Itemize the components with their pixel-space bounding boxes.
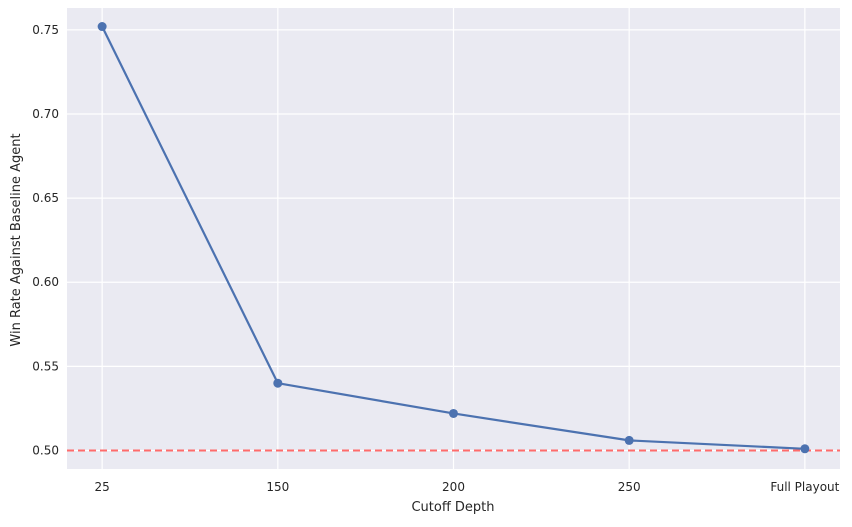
y-tick-label: 0.70 (32, 107, 59, 121)
y-tick-label: 0.55 (32, 359, 59, 373)
data-point (800, 444, 810, 454)
data-point (97, 22, 107, 32)
x-tick-label: 25 (94, 480, 109, 494)
data-point (449, 408, 458, 418)
x-tick-labels: 25 150 200 250 Full Playout (94, 480, 839, 494)
x-tick-label: 200 (442, 480, 465, 494)
x-tick-label: Full Playout (770, 480, 839, 494)
y-tick-label: 0.60 (32, 275, 59, 289)
y-tick-labels: 0.50 0.55 0.60 0.65 0.70 0.75 (32, 23, 59, 458)
y-tick-label: 0.75 (32, 23, 59, 37)
x-tick-label: 150 (266, 480, 289, 494)
data-point (624, 435, 634, 445)
y-tick-label: 0.65 (32, 191, 59, 205)
data-point (273, 378, 283, 388)
grid (67, 8, 840, 469)
x-tick-label: 250 (618, 480, 641, 494)
y-tick-label: 0.50 (32, 443, 59, 457)
y-axis-label: Win Rate Against Baseline Agent (9, 133, 24, 346)
x-axis-label: Cutoff Depth (411, 500, 494, 515)
series-group (97, 22, 810, 454)
